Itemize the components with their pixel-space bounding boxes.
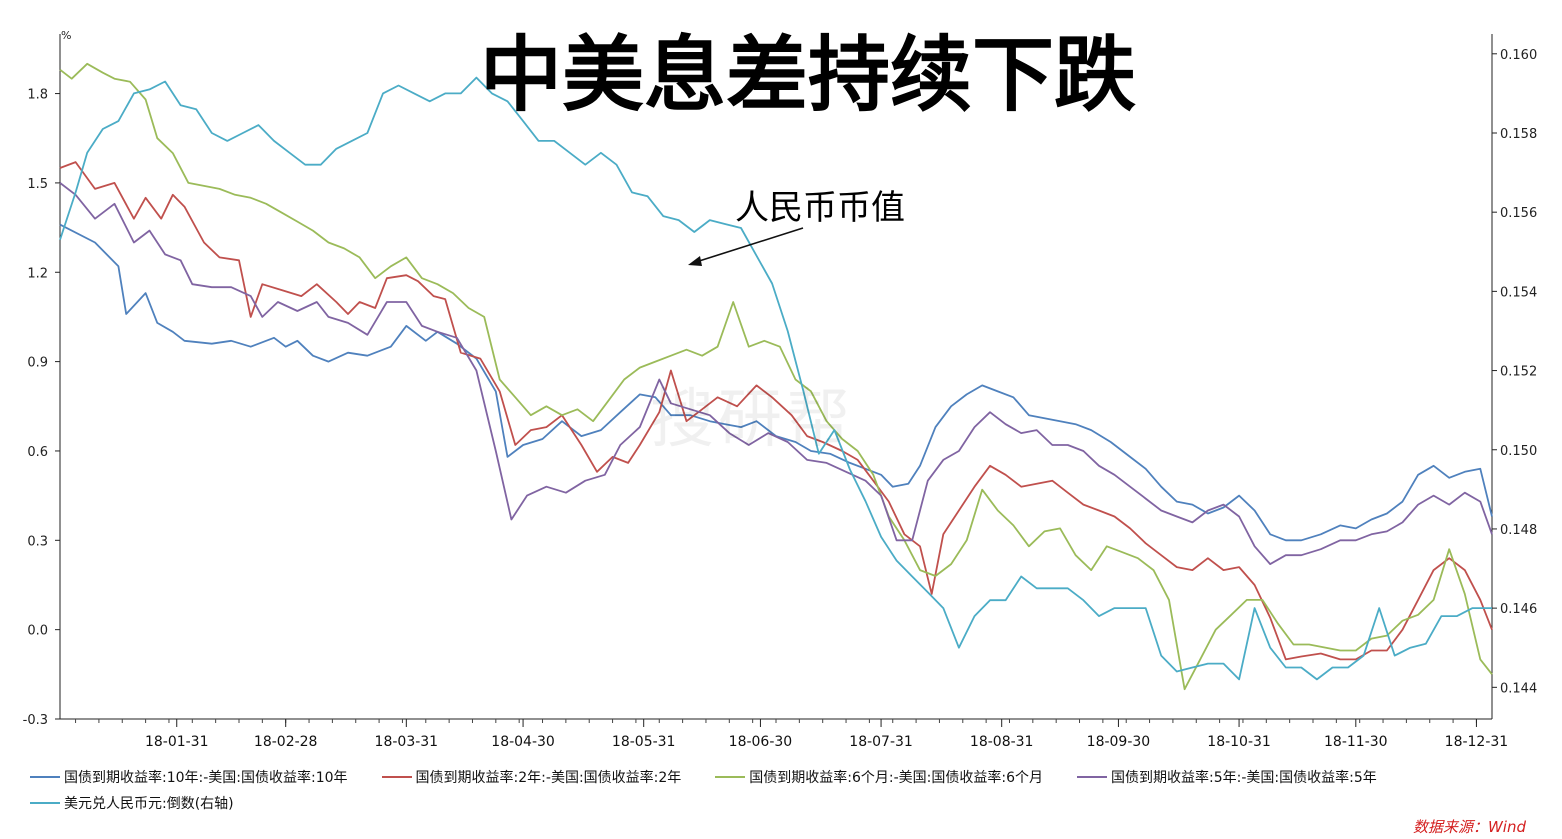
x-tick-label: 18-01-31: [145, 734, 209, 750]
x-tick-label: 18-11-30: [1324, 734, 1388, 750]
series-line-s10y: [59, 223, 1493, 542]
x-tick-label: 18-10-31: [1207, 734, 1271, 750]
watermark: 搜研帮: [650, 383, 854, 457]
series-line-s5y: [59, 182, 1493, 565]
y-left-tick-label: 0.0: [27, 624, 48, 639]
legend-row-1: 国债到期收益率:10年:-美国:国债收益率:10年 国债到期收益率:2年:-美国…: [30, 764, 1550, 790]
y-right-tick-label: 0.152: [1500, 365, 1537, 380]
x-tick-label: 18-03-31: [375, 734, 439, 750]
annotation-label: 人民币币值: [735, 188, 905, 228]
legend-label-2y: 国债到期收益率:2年:-美国:国债收益率:2年: [415, 770, 682, 786]
y-right-tick-label: 0.156: [1500, 206, 1537, 221]
legend-swatch-10y: [30, 776, 60, 778]
legend-swatch-fx: [30, 802, 60, 804]
legend-item-5y: 国债到期收益率:5年:-美国:国债收益率:5年: [1077, 767, 1377, 787]
x-tick-label: 18-02-28: [254, 734, 318, 750]
y-left-tick-label: 1.5: [27, 177, 48, 192]
left-axis-unit: %: [61, 29, 71, 42]
y-right-tick-label: 0.150: [1500, 444, 1537, 459]
x-tick-label: 18-08-31: [970, 734, 1034, 750]
legend-item-2y: 国债到期收益率:2年:-美国:国债收益率:2年: [381, 767, 682, 787]
x-tick-label: 18-06-30: [729, 734, 793, 750]
series-layer: [59, 62, 1493, 691]
legend-item-10y: 国债到期收益率:10年:-美国:国债收益率:10年: [30, 767, 348, 787]
series-line-fx: [59, 76, 1492, 681]
series-line-s6m: [59, 62, 1493, 691]
legend-label-5y: 国债到期收益率:5年:-美国:国债收益率:5年: [1111, 770, 1377, 786]
y-left-tick-label: 0.9: [27, 356, 48, 371]
y-left-tick-label: -0.3: [23, 713, 48, 728]
chart-title: 中美息差持续下跌: [480, 28, 1136, 123]
x-tick-label: 18-05-31: [612, 734, 676, 750]
y-left-tick-label: 1.8: [27, 88, 48, 103]
legend-label-fx: 美元兑人民币元:倒数(右轴): [64, 796, 234, 812]
y-right-tick-label: 0.160: [1500, 48, 1537, 63]
x-tick-label: 18-09-30: [1087, 734, 1151, 750]
y-left-tick-label: 0.6: [27, 445, 48, 460]
legend-label-10y: 国债到期收益率:10年:-美国:国债收益率:10年: [64, 770, 348, 786]
y-right-tick-label: 0.158: [1500, 127, 1537, 142]
source-note: 数据来源：Wind: [1412, 818, 1526, 836]
series-line-s2y: [59, 161, 1493, 661]
y-right-tick-label: 0.148: [1500, 523, 1537, 538]
y-right-tick-label: 0.146: [1500, 602, 1537, 617]
ticks-layer: -0.3 0.0 0.3 0.6 0.9 1.2 1.5 1.8 0.144 0.146 0.148…: [23, 48, 1538, 750]
y-right-tick-label: 0.154: [1500, 285, 1537, 300]
x-tick-label: 18-04-30: [491, 734, 555, 750]
legend-item-6m: 国债到期收益率:6个月:-美国:国债收益率:6个月: [715, 767, 1043, 787]
legend-label-6m: 国债到期收益率:6个月:-美国:国债收益率:6个月: [749, 770, 1044, 786]
legend-item-fx: 美元兑人民币元:倒数(右轴): [30, 793, 234, 813]
legend-row-2: 美元兑人民币元:倒数(右轴): [30, 790, 1550, 816]
x-tick-label: 18-12-31: [1445, 734, 1509, 750]
legend-swatch-2y: [381, 776, 412, 778]
annotation-arrow: [688, 227, 804, 266]
y-left-tick-label: 1.2: [27, 266, 48, 281]
legend: 国债到期收益率:10年:-美国:国债收益率:10年 国债到期收益率:2年:-美国…: [30, 764, 1550, 816]
legend-swatch-6m: [715, 776, 746, 778]
x-tick-label: 18-07-31: [849, 734, 913, 750]
legend-swatch-5y: [1077, 776, 1108, 778]
y-right-tick-label: 0.144: [1500, 681, 1537, 696]
y-left-tick-label: 0.3: [27, 534, 48, 549]
